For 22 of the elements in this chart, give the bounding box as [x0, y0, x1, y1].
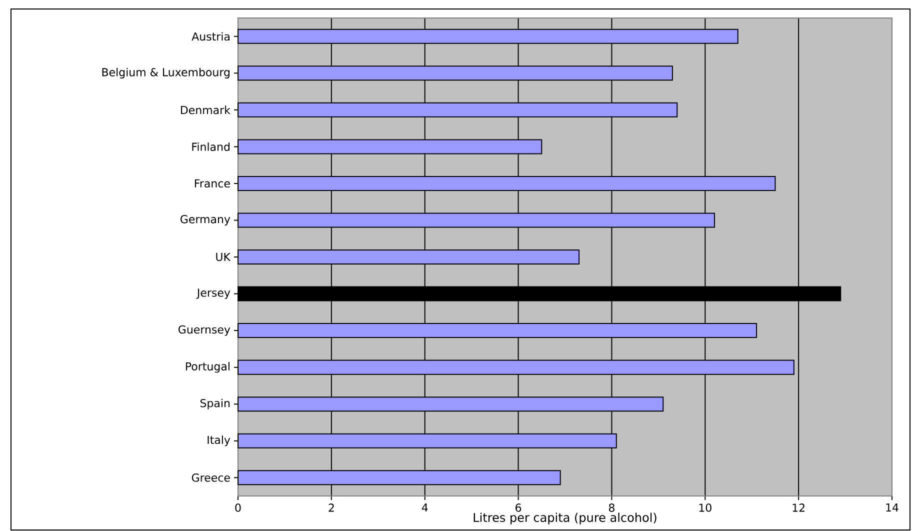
y-tick-label: Finland: [192, 142, 230, 151]
y-tick-label: UK: [216, 252, 231, 262]
y-tick-label: Guernsey: [178, 325, 230, 336]
x-tick-label: 6: [516, 504, 522, 512]
x-tick-label: 4: [422, 504, 428, 512]
x-tick-label: 8: [608, 504, 614, 512]
y-tick-label: Denmark: [180, 106, 230, 114]
x-axis-title: Litres per capita (pure alcohol): [474, 512, 656, 524]
x-tick-label: 10: [699, 504, 712, 512]
y-tick-label: Germany: [180, 215, 230, 226]
y-tick-label: France: [194, 179, 230, 188]
x-tick-label: 14: [886, 504, 898, 512]
y-tick-label: Spain: [200, 398, 230, 410]
y-tick-label: Jersey: [196, 288, 230, 299]
y-tick-label: Italy: [208, 436, 230, 446]
y-tick-label: Austria: [192, 32, 230, 41]
y-tick-label: Portugal: [186, 362, 230, 373]
y-tick-label: Belgium & Luxembourg: [102, 68, 230, 78]
x-tick-label: 12: [792, 504, 804, 512]
x-tick-label: 0: [235, 504, 241, 512]
y-tick-label: Greece: [192, 473, 230, 482]
x-tick-label: 2: [328, 504, 334, 512]
